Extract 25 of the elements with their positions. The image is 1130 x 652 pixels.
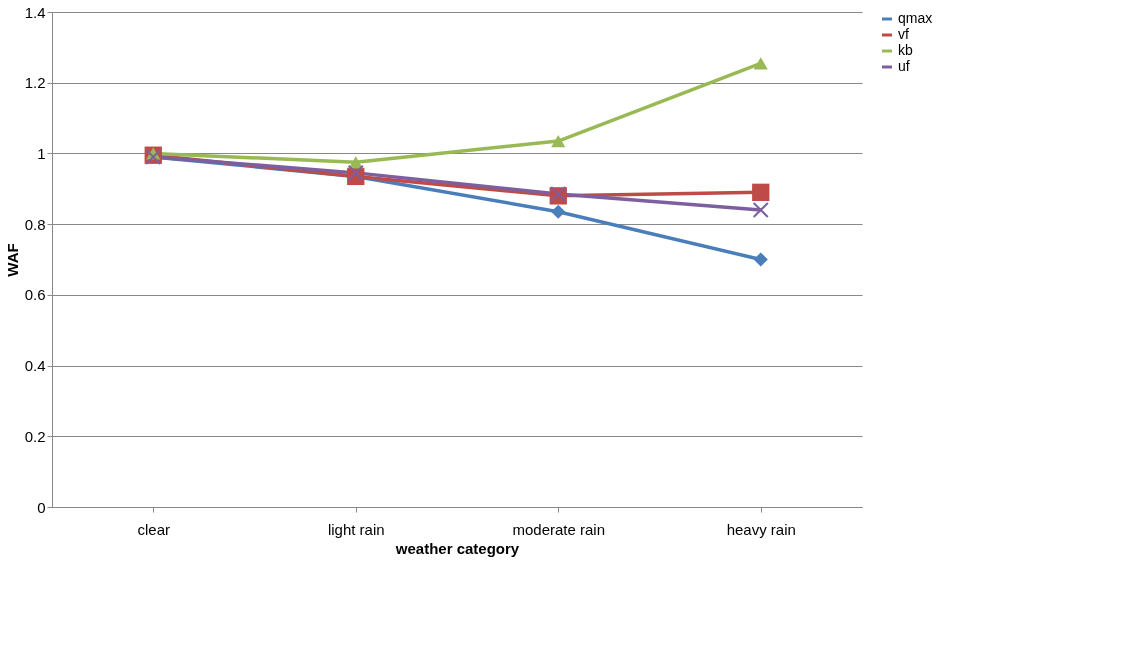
- point: [347, 164, 364, 181]
- point: [551, 204, 566, 219]
- legend-label: uf: [898, 58, 910, 74]
- y-tick-label: 1: [37, 144, 46, 162]
- point: [753, 252, 768, 267]
- legend-label: kb: [898, 42, 913, 58]
- point: [752, 183, 770, 201]
- legend-label: vf: [898, 26, 909, 42]
- y-tick-label: 0.8: [24, 215, 46, 233]
- y-tick-label: 1.4: [24, 3, 46, 21]
- legend-label: qmax: [898, 10, 933, 26]
- y-tick-label: 1.2: [24, 74, 46, 92]
- y-axis-title: WAF: [3, 243, 21, 277]
- point: [551, 134, 566, 148]
- point: [753, 57, 768, 70]
- y-tick-label: 0.2: [24, 427, 46, 445]
- y-tick-label: 0: [37, 498, 46, 516]
- y-tick-label: 0.6: [24, 286, 46, 304]
- y-tick-label: 0.4: [24, 357, 46, 375]
- x-tick-label: light rain: [327, 520, 385, 538]
- x-tick-label: moderate rain: [512, 520, 606, 538]
- x-tick-label: heavy rain: [726, 520, 796, 538]
- x-axis-title: weather category: [394, 539, 520, 557]
- x-tick-label: clear: [137, 520, 171, 538]
- point: [752, 201, 769, 219]
